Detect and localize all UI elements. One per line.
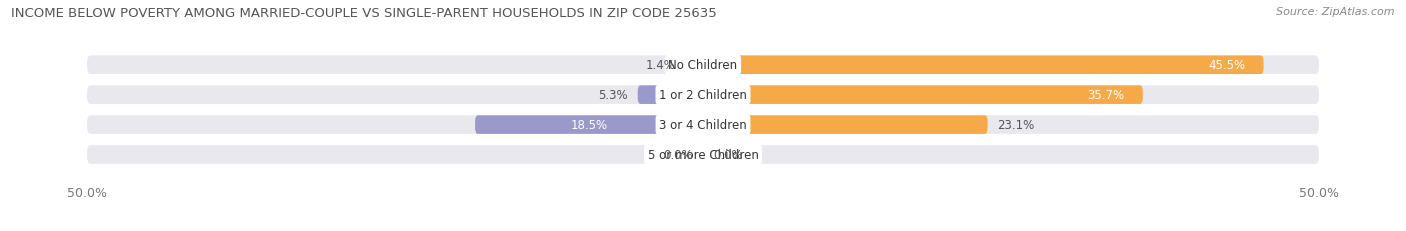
FancyBboxPatch shape [87,86,1319,104]
Text: 5 or more Children: 5 or more Children [648,148,758,161]
Text: Source: ZipAtlas.com: Source: ZipAtlas.com [1277,7,1395,17]
Text: 18.5%: 18.5% [571,119,607,131]
Text: INCOME BELOW POVERTY AMONG MARRIED-COUPLE VS SINGLE-PARENT HOUSEHOLDS IN ZIP COD: INCOME BELOW POVERTY AMONG MARRIED-COUPL… [11,7,717,20]
FancyBboxPatch shape [686,56,703,75]
FancyBboxPatch shape [638,86,703,104]
Text: 1 or 2 Children: 1 or 2 Children [659,89,747,102]
FancyBboxPatch shape [703,116,987,134]
Text: 35.7%: 35.7% [1087,89,1125,102]
FancyBboxPatch shape [87,56,1319,75]
Text: 1.4%: 1.4% [645,59,676,72]
Text: 5.3%: 5.3% [598,89,628,102]
FancyBboxPatch shape [703,56,1264,75]
FancyBboxPatch shape [475,116,703,134]
Text: 0.0%: 0.0% [713,148,742,161]
Text: No Children: No Children [668,59,738,72]
FancyBboxPatch shape [703,86,1143,104]
Text: 0.0%: 0.0% [664,148,693,161]
Text: 45.5%: 45.5% [1208,59,1246,72]
Text: 23.1%: 23.1% [997,119,1035,131]
FancyBboxPatch shape [87,116,1319,134]
Text: 3 or 4 Children: 3 or 4 Children [659,119,747,131]
FancyBboxPatch shape [87,146,1319,164]
